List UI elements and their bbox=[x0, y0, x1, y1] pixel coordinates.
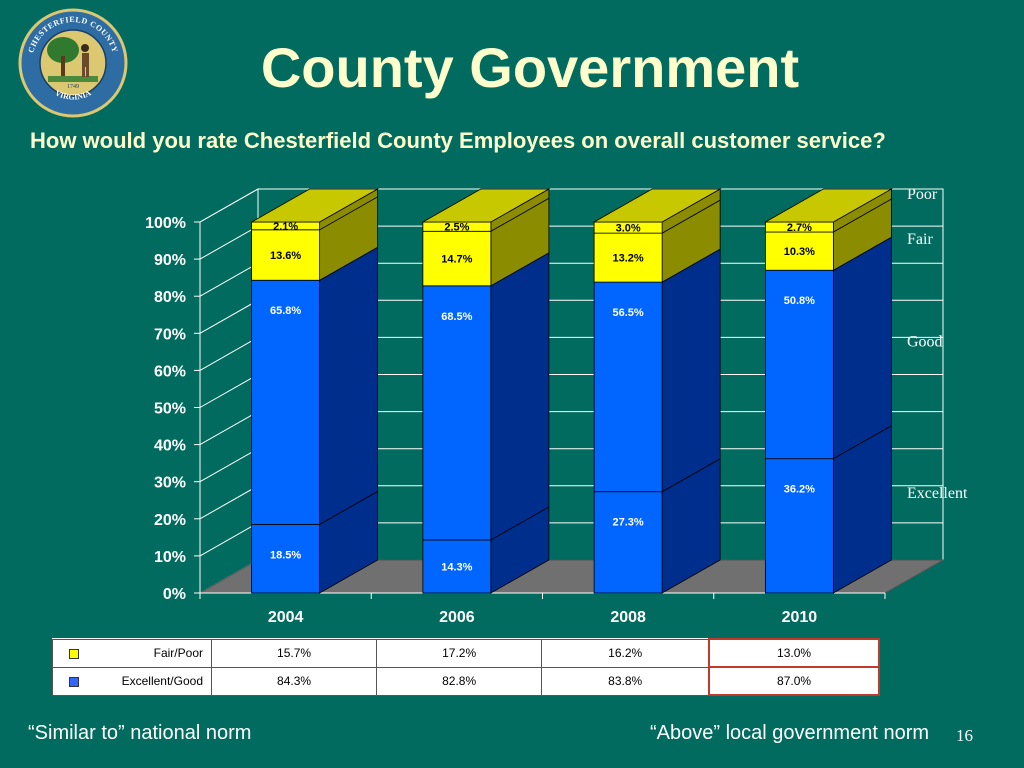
gridline-side bbox=[199, 262, 259, 297]
table-cell: 17.2% bbox=[376, 638, 543, 668]
gridline-side bbox=[199, 188, 259, 223]
y-tick-label: 0% bbox=[163, 586, 186, 603]
bar-side-good bbox=[490, 252, 550, 541]
svg-text:1749: 1749 bbox=[67, 84, 79, 90]
data-label: 13.2% bbox=[613, 253, 644, 265]
data-label: 2.1% bbox=[273, 221, 298, 233]
legend-poor: Poor bbox=[907, 186, 938, 203]
bar-good bbox=[593, 281, 663, 493]
table-cell: 15.7% bbox=[210, 638, 378, 668]
local-norm-note: “Above” local government norm bbox=[650, 722, 930, 744]
bar-good bbox=[422, 285, 492, 541]
data-label: 68.5% bbox=[441, 311, 472, 323]
bar-top bbox=[763, 188, 893, 223]
data-label: 2.7% bbox=[787, 222, 812, 234]
legend-fair: Fair bbox=[907, 231, 933, 248]
gridline-side bbox=[199, 374, 259, 408]
data-label: 3.0% bbox=[616, 223, 641, 235]
gridline-side bbox=[199, 448, 259, 483]
data-label: 56.5% bbox=[613, 307, 644, 319]
table-cell: 87.0% bbox=[708, 666, 880, 696]
gridline-side bbox=[199, 299, 259, 334]
data-label: 50.8% bbox=[784, 295, 815, 307]
summary-table: Fair/Poor 15.7% 17.2% 16.2% 13.0% Excellent/G… bbox=[52, 638, 880, 696]
data-label: 13.6% bbox=[270, 250, 301, 262]
bar-good bbox=[764, 269, 834, 460]
bar-fair bbox=[251, 229, 321, 281]
x-tick-label: 2006 bbox=[439, 609, 475, 626]
gridline-side bbox=[199, 411, 259, 446]
slide-title: County Government bbox=[260, 36, 800, 99]
bar-top bbox=[592, 188, 722, 223]
bar-excellent bbox=[251, 523, 321, 594]
bar-top bbox=[250, 188, 380, 223]
bar-excellent bbox=[593, 491, 663, 594]
row-label-text: Fair/Poor bbox=[153, 646, 203, 660]
data-label: 14.3% bbox=[441, 561, 472, 573]
legend-swatch bbox=[69, 676, 79, 687]
row-label: Excellent/Good bbox=[52, 666, 212, 696]
y-tick-label: 10% bbox=[154, 549, 186, 566]
bar-excellent bbox=[764, 458, 834, 594]
x-tick-label: 2004 bbox=[268, 609, 304, 626]
bar-fair bbox=[764, 231, 834, 271]
bar-side-good bbox=[832, 236, 892, 460]
bar-fair bbox=[422, 230, 492, 287]
bar-good bbox=[251, 279, 321, 525]
page-number: 16 bbox=[956, 726, 973, 745]
gridline-side bbox=[199, 225, 259, 260]
y-tick-label: 80% bbox=[154, 289, 186, 306]
data-label: 36.2% bbox=[784, 484, 815, 496]
chesterfield-county-seal: CHESTERFIELD COUNTY VIRGINIA 1749 bbox=[18, 8, 128, 118]
y-tick-label: 50% bbox=[154, 401, 186, 418]
table-cell: 13.0% bbox=[708, 638, 880, 668]
national-norm-note: “Similar to” national norm bbox=[28, 722, 252, 744]
bar-side-good bbox=[319, 246, 379, 526]
table-cell: 83.8% bbox=[541, 666, 710, 696]
row-label: Fair/Poor bbox=[52, 638, 212, 668]
table-cell: 16.2% bbox=[541, 638, 710, 668]
legend-excellent: Excellent bbox=[907, 485, 968, 502]
table-row: Excellent/Good 84.3% 82.8% 83.8% 87.0% bbox=[52, 666, 880, 696]
legend-good: Good bbox=[907, 333, 943, 350]
bar-fair bbox=[593, 232, 663, 283]
data-label: 10.3% bbox=[784, 246, 815, 258]
y-tick-label: 100% bbox=[145, 215, 186, 232]
y-tick-label: 60% bbox=[154, 363, 186, 380]
row-label-text: Excellent/Good bbox=[121, 674, 203, 688]
y-tick-label: 20% bbox=[154, 512, 186, 529]
data-label: 2.5% bbox=[444, 222, 469, 234]
gridline-side bbox=[199, 336, 259, 371]
data-label: 27.3% bbox=[613, 517, 644, 529]
bar-top bbox=[421, 188, 551, 223]
table-row: Fair/Poor 15.7% 17.2% 16.2% 13.0% bbox=[52, 638, 880, 668]
y-tick-label: 30% bbox=[154, 475, 186, 492]
survey-question: How would you rate Chesterfield County E… bbox=[30, 128, 886, 153]
table-cell: 82.8% bbox=[376, 666, 543, 696]
table-cell: 84.3% bbox=[210, 666, 378, 696]
data-label: 18.5% bbox=[270, 549, 301, 561]
x-tick-label: 2008 bbox=[610, 609, 646, 626]
bar-side-good bbox=[661, 248, 721, 493]
y-tick-label: 70% bbox=[154, 326, 186, 343]
bar-excellent bbox=[422, 539, 492, 594]
x-tick-label: 2010 bbox=[782, 609, 818, 626]
data-label: 14.7% bbox=[441, 254, 472, 266]
y-tick-label: 90% bbox=[154, 252, 186, 269]
svg-text:VIRGINIA: VIRGINIA bbox=[54, 88, 93, 101]
legend-swatch bbox=[69, 648, 79, 659]
data-label: 65.8% bbox=[270, 305, 301, 317]
gridline-side bbox=[199, 485, 259, 520]
gridline-side bbox=[199, 522, 259, 557]
y-tick-label: 40% bbox=[154, 438, 186, 455]
